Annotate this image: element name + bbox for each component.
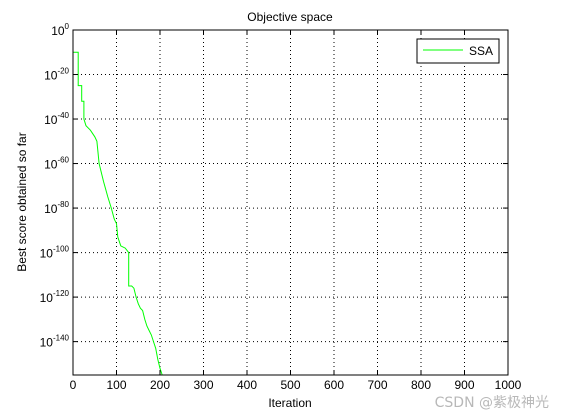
legend: SSA [416,38,500,64]
x-tick-label: 600 [324,378,344,392]
x-tick-label: 800 [411,378,431,392]
y-tick-label: 10-100 [40,245,70,261]
x-tick-label: 300 [193,378,213,392]
series-line-ssa [73,51,163,376]
x-tick-label: 100 [106,378,126,392]
x-tick-label: 500 [280,378,300,392]
chart-title: Objective space [247,10,333,24]
x-tick-label: 900 [454,378,474,392]
x-tick-label: 200 [150,378,170,392]
plot-series [73,51,163,376]
x-tick-label: 1000 [495,378,522,392]
grid [73,30,508,375]
legend-label-ssa: SSA [469,44,493,58]
x-tick-label: 0 [70,378,77,392]
y-tick-label: 100 [51,22,69,38]
y-tick-label: 10-20 [44,67,69,83]
y-tick-label: 10-120 [40,289,70,305]
y-tick-label: 10-80 [44,200,69,216]
x-axis-label: Iteration [268,396,311,410]
x-tick-label: 400 [237,378,257,392]
y-axis-label: Best score obtained so far [15,132,29,271]
watermark: CSDN @紫极神光 [434,395,549,411]
y-axis-ticks: 100 10-20 10-40 10-60 10-80 10-100 10-120 10-14… [40,22,508,350]
x-axis-ticks: 0 100 200 300 400 500 600 700 800 900 1000 [70,30,522,392]
y-tick-label: 10-140 [40,334,70,350]
x-tick-label: 700 [367,378,387,392]
legend-box [416,38,500,64]
y-tick-label: 10-60 [44,156,69,172]
y-tick-label: 10-40 [44,111,69,127]
